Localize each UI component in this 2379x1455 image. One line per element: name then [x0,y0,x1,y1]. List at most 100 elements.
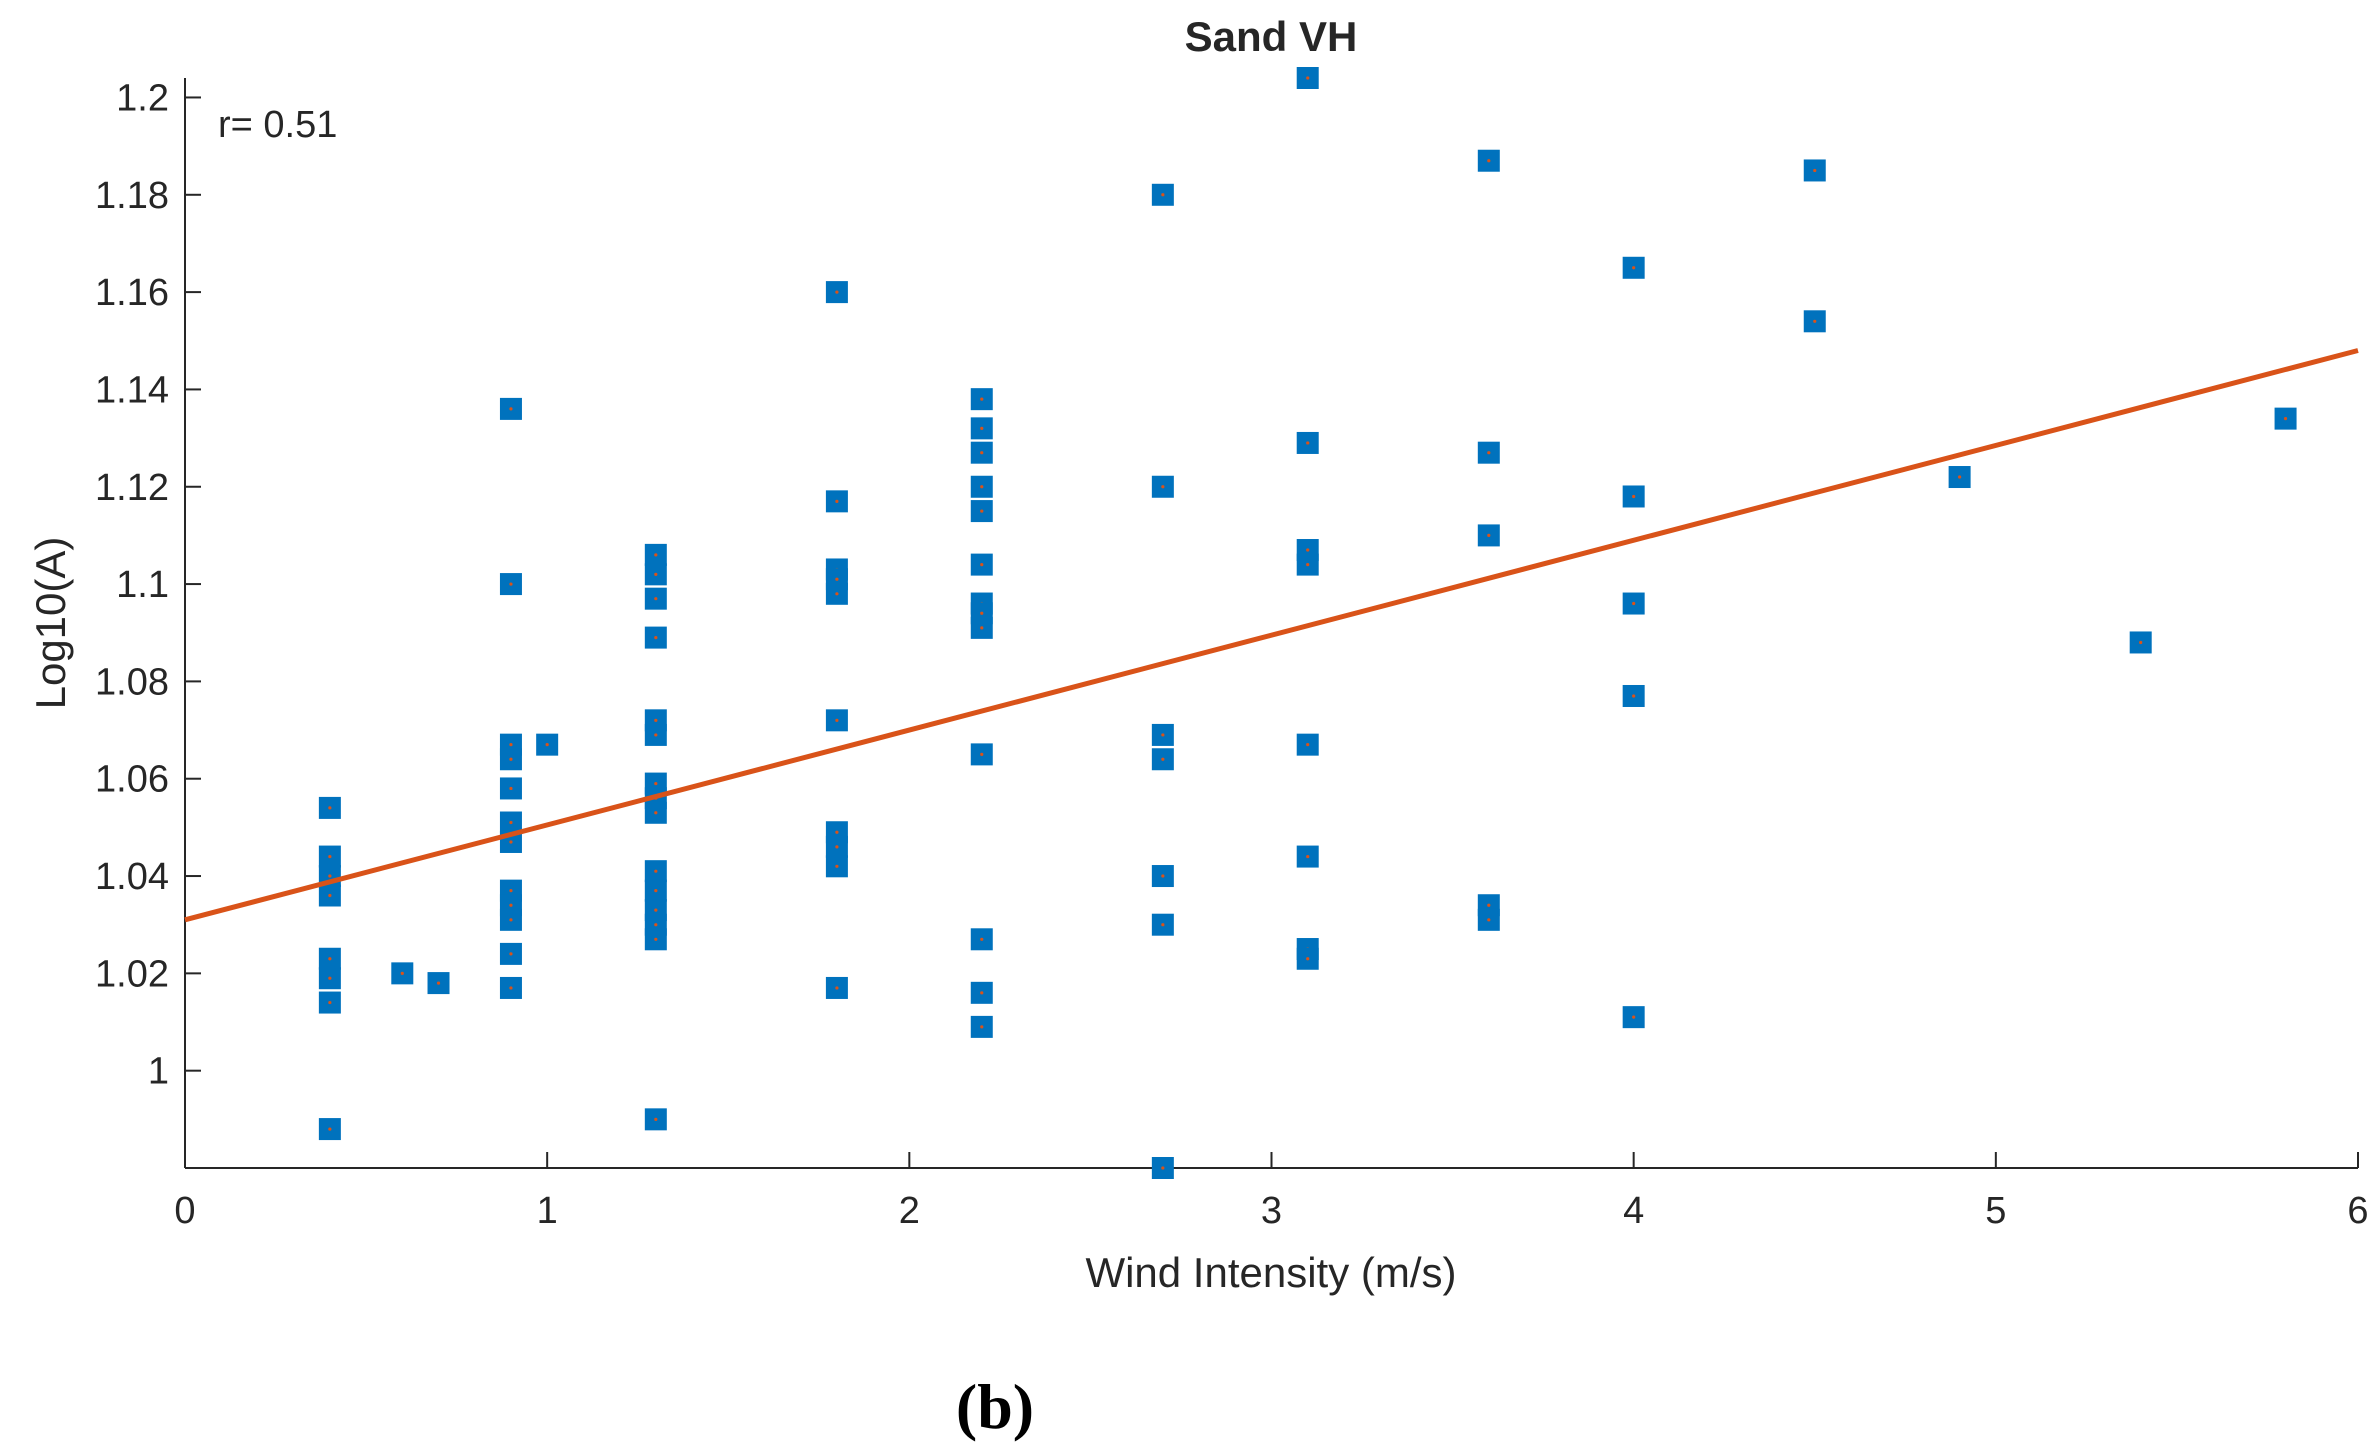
data-point-center [980,426,984,430]
x-tick-label: 5 [1985,1190,2006,1232]
data-point-center [509,986,513,990]
data-point-center [980,397,984,401]
y-ticks: 1 1.02 1.04 1.06 1.08 1.1 1.12 1.14 1.16 1.18 1.2 [95,77,201,1093]
data-point-center [1161,923,1165,927]
x-tick-label: 0 [174,1190,195,1232]
data-point-center [654,811,658,815]
data-point-center [509,820,513,825]
data-point-center [1161,733,1165,737]
y-tick-label: 1.02 [95,953,169,995]
data-point-center [2139,640,2143,645]
data-point-center [328,874,332,878]
data-point-center [1632,601,1636,606]
x-ticks: 0 1 2 3 4 5 6 [174,1152,2369,1232]
fit-line [184,348,2359,923]
data-point-center [509,582,513,586]
x-tick-label: 1 [537,1190,558,1232]
data-point-center [1306,957,1310,961]
data-point-center [509,743,513,747]
data-point-center [980,752,984,756]
data-point-center [835,577,839,581]
data-point-center [1306,743,1310,747]
data-point-center [328,893,332,898]
data-point-center [1958,475,1962,479]
data-point-center [654,597,658,601]
data-point-center [509,952,513,956]
data-point-center [654,572,658,576]
correlation-annotation: r= 0.51 [218,104,337,146]
data-point-center [1161,874,1165,878]
data-point-center [654,781,658,786]
data-point-center [654,553,658,557]
data-point-center [1813,168,1817,173]
data-point-center [509,918,513,922]
data-point-center [835,718,839,722]
y-tick-label: 1 [148,1051,169,1093]
data-point-center [328,806,332,810]
data-point-center [2283,417,2288,421]
y-tick-label: 1.04 [95,856,169,898]
data-point-center [509,889,513,893]
data-point-center [835,592,839,596]
y-tick-label: 1.08 [95,661,169,703]
data-point-center [980,611,984,615]
data-point-center [1632,694,1636,698]
data-point-center [654,635,658,640]
data-point-center [1306,548,1310,552]
data-point-center [980,563,984,567]
data-point-center [328,1127,332,1131]
data-point-center [545,743,549,747]
data-point-center [1306,563,1310,567]
data-point-center [1306,76,1310,80]
data-point-center [980,451,984,455]
data-point-center [835,986,839,990]
y-axis-label: Log10(A) [27,537,74,710]
data-point-center [835,499,839,503]
y-tick-label: 1.12 [95,467,169,509]
chart-title: Sand VH [1185,13,1358,60]
data-point-center [1632,266,1636,270]
data-point-center [328,854,332,859]
data-point-center [980,1025,984,1029]
x-tick-label: 3 [1261,1190,1282,1232]
y-tick-label: 1.18 [95,175,169,217]
data-point-center [1487,918,1491,922]
data-point-center [654,889,658,893]
data-point-center [980,509,984,513]
data-point-center [1161,757,1165,761]
data-point-center [509,757,513,761]
data-point-center [1632,494,1636,499]
data-point-center [509,840,513,844]
data-point-center [654,733,658,737]
data-point-center [835,845,839,849]
data-point-center [1813,319,1817,323]
x-tick-label: 4 [1623,1190,1644,1232]
data-point-center [1487,903,1491,907]
data-point-center [980,485,984,489]
x-tick-label: 2 [899,1190,920,1232]
data-point-center [1161,193,1165,197]
y-tick-label: 1.16 [95,272,169,314]
fit-line-group [184,348,2359,923]
y-tick-label: 1.2 [116,77,169,119]
data-point-center [1161,1166,1165,1170]
x-axis-label: Wind Intensity (m/s) [1085,1249,1456,1296]
data-point-center [980,626,984,630]
data-point-center [654,908,658,912]
data-point-center [1306,441,1310,445]
data-point-center [654,923,658,927]
data-point-center [1487,159,1491,163]
data-point-center [980,937,984,941]
data-points [318,67,2297,1179]
y-tick-label: 1.06 [95,759,169,801]
data-point-center [835,290,839,294]
data-point-center [328,976,332,980]
data-point-center [328,1000,332,1005]
data-point-center [654,869,658,873]
plot-area: 0 1 2 3 4 5 6 1 1.02 1.04 1.06 1.08 1.1 1.12 1.14 1.16… [95,67,2369,1232]
data-point-center [509,407,513,411]
data-point-center [509,786,513,791]
data-point-center [1161,485,1165,489]
data-point-center [1487,533,1491,538]
